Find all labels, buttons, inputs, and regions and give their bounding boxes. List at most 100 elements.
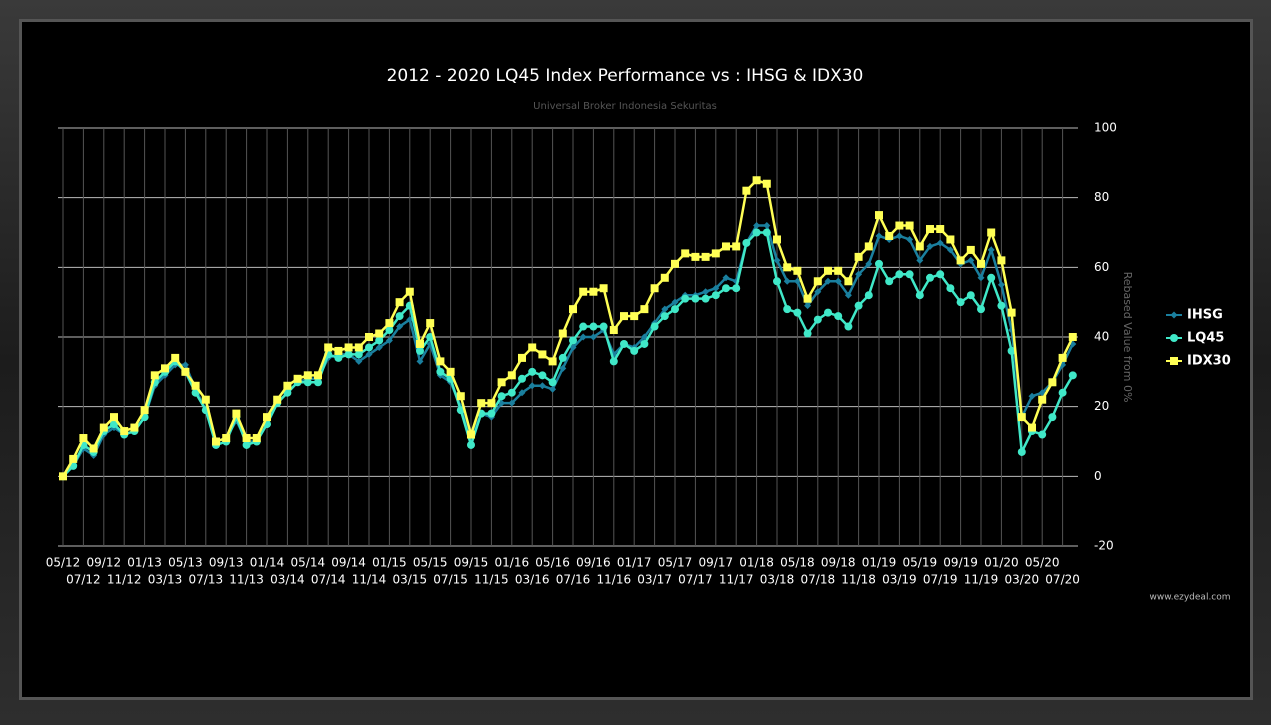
point	[436, 357, 445, 366]
point	[569, 305, 577, 314]
point	[324, 343, 333, 352]
x-tick-label: 09/12	[87, 556, 122, 570]
point	[334, 353, 343, 362]
x-tick-label: 11/17	[719, 573, 754, 587]
point	[599, 284, 608, 293]
point	[987, 246, 995, 254]
point	[579, 287, 588, 296]
legend-label: IHSG	[1187, 308, 1223, 323]
point	[232, 409, 241, 418]
point	[416, 339, 424, 348]
x-tick-label: 01/19	[862, 556, 897, 570]
point	[559, 364, 567, 372]
x-tick-label: 05/17	[658, 556, 693, 570]
point	[579, 322, 588, 331]
point	[803, 294, 812, 303]
point	[671, 298, 679, 306]
point	[609, 326, 618, 335]
point	[691, 252, 700, 261]
x-tick-label: 05/14	[291, 556, 326, 570]
point	[671, 259, 679, 268]
point	[518, 353, 526, 362]
point	[385, 319, 394, 328]
chart-title: 2012 - 2020 LQ45 Index Performance vs : …	[387, 66, 864, 86]
point	[905, 270, 914, 279]
point	[242, 440, 251, 449]
point	[783, 305, 792, 314]
point	[548, 357, 557, 366]
point	[967, 256, 975, 264]
point	[671, 305, 679, 314]
point	[966, 291, 975, 300]
point	[824, 266, 832, 275]
point	[1038, 430, 1047, 439]
point	[620, 339, 628, 348]
point	[456, 392, 465, 401]
x-tick-label: 05/13	[168, 556, 203, 570]
point	[599, 322, 608, 331]
point	[722, 242, 730, 251]
x-tick-label: 11/13	[229, 573, 264, 587]
x-tick-label: 05/16	[535, 556, 570, 570]
point	[885, 231, 894, 240]
point	[854, 301, 863, 310]
point	[161, 364, 169, 373]
point	[518, 374, 526, 383]
point	[753, 222, 761, 230]
x-tick-label: 05/18	[780, 556, 815, 570]
point	[875, 232, 883, 240]
point	[803, 329, 812, 338]
point	[824, 308, 832, 317]
y-tick-label: 100	[1094, 121, 1117, 135]
point	[1017, 447, 1026, 456]
point	[977, 274, 985, 282]
point	[79, 434, 88, 443]
point	[548, 378, 557, 387]
point	[824, 277, 832, 285]
point	[487, 409, 496, 418]
point	[722, 284, 730, 293]
point	[273, 395, 282, 404]
point	[640, 305, 649, 314]
point	[946, 284, 955, 293]
point	[212, 437, 220, 446]
point	[865, 260, 873, 268]
point	[813, 315, 822, 324]
point	[538, 371, 547, 380]
x-tick-label: 07/20	[1045, 573, 1080, 587]
point	[426, 319, 435, 328]
x-tick-label: 03/20	[1005, 573, 1040, 587]
point	[864, 291, 873, 300]
point	[711, 249, 720, 258]
point	[303, 371, 312, 380]
point	[365, 350, 373, 358]
point	[997, 281, 1005, 289]
point	[814, 288, 822, 296]
point	[507, 371, 516, 380]
point	[916, 256, 924, 264]
x-tick-label: 01/15	[372, 556, 407, 570]
point	[1058, 388, 1067, 397]
point	[365, 343, 373, 352]
point	[742, 186, 751, 195]
point	[793, 277, 801, 285]
x-tick-label: 07/17	[678, 573, 713, 587]
point	[844, 277, 853, 286]
x-tick-label: 09/15	[454, 556, 489, 570]
point	[977, 305, 985, 314]
point	[99, 423, 108, 432]
point	[375, 329, 384, 338]
series-line	[62, 231, 1074, 478]
x-tick-label: 01/18	[739, 556, 774, 570]
point	[691, 294, 700, 303]
x-tick-label: 01/16	[495, 556, 530, 570]
series	[59, 228, 1077, 481]
point	[396, 323, 404, 331]
point	[640, 339, 649, 348]
x-tick-label: 11/14	[352, 573, 387, 587]
point	[987, 273, 996, 282]
point	[191, 388, 200, 397]
point	[344, 343, 353, 352]
point	[609, 357, 618, 366]
point	[956, 298, 965, 307]
